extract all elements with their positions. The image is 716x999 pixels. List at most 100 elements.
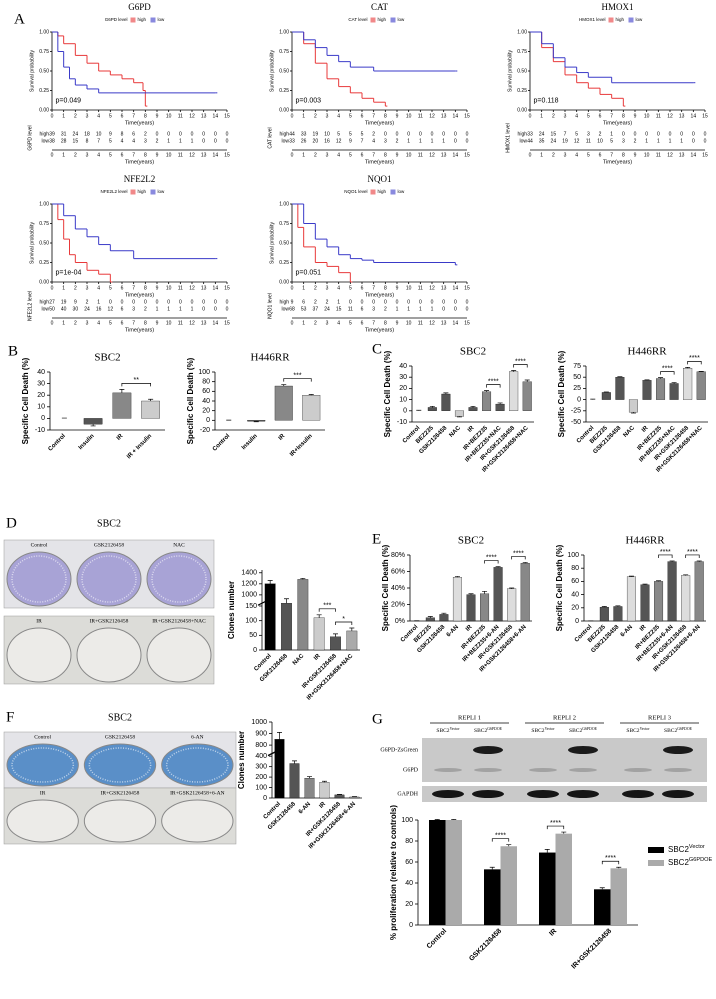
table-x-tick-label: 13 [441, 320, 447, 326]
table-cell: 1 [610, 131, 613, 137]
table-cell: 5 [361, 131, 364, 137]
table-cell: 0 [442, 306, 445, 312]
y-axis-title: Survival probability [507, 50, 513, 92]
table-cell: 2 [599, 131, 602, 137]
chart-title: H446RR [250, 352, 290, 364]
table-cell: 24 [73, 131, 79, 137]
colonies [81, 555, 137, 603]
x-tick-label: NAC [292, 653, 306, 667]
error-bar [599, 887, 605, 890]
sig-bracket [685, 554, 700, 558]
y-tick-label: 900 [255, 730, 267, 737]
error-bar [671, 382, 677, 384]
table-cell: 24 [84, 306, 90, 312]
legend-title: HMOX1 level [579, 17, 606, 22]
x-tick-label: 10 [406, 285, 412, 291]
table-cell: 1 [167, 138, 170, 144]
table-cell: 31 [61, 131, 67, 137]
band [474, 768, 502, 772]
error-bar [451, 819, 457, 820]
bar [468, 407, 478, 411]
table-cell: 0 [226, 138, 229, 144]
table-x-tick-label: 0 [291, 320, 294, 326]
chart-title: NFE2L2 [124, 174, 156, 184]
table-cell: 0 [156, 299, 159, 305]
error-bar [119, 389, 125, 393]
table-x-tick-label: 4 [97, 152, 100, 158]
x-tick-label: 2 [314, 285, 317, 291]
x-axis-title: Time(years) [125, 120, 154, 126]
x-tick-label: 0 [291, 285, 294, 291]
error-bar [685, 366, 691, 369]
bar [484, 869, 501, 925]
table-x-tick-label: 11 [418, 320, 423, 326]
table-x-tick-label: 12 [667, 152, 673, 158]
x-tick-label: 4 [575, 113, 578, 119]
x-tick-label: 10 [166, 285, 172, 291]
error-bar [267, 580, 273, 584]
legend-label: high [616, 17, 625, 22]
y-axis-title: Specific Cell Death (%) [383, 350, 392, 437]
table-cell: 0 [384, 131, 387, 137]
table-cell: 1 [431, 306, 434, 312]
bar [640, 584, 650, 622]
y-axis-title: Specific Cell Death (%) [21, 357, 30, 444]
table-cell: 20 [313, 138, 319, 144]
table-cell: 18 [84, 131, 90, 137]
table-cell: 0 [419, 299, 422, 305]
table-cell: 0 [622, 131, 625, 137]
chart-title: NQO1 [368, 174, 392, 184]
sig-label: **** [495, 833, 506, 840]
bar [112, 392, 132, 419]
y-tick-label: 40 [202, 398, 210, 405]
y-tick-label: 80% [391, 552, 405, 559]
error-bar [441, 612, 447, 615]
table-cell: 11 [586, 138, 591, 144]
table-x-tick-label: 6 [121, 320, 124, 326]
table-x-tick-label: 11 [418, 152, 423, 158]
error-bar [511, 370, 517, 372]
panel-label: E [372, 531, 381, 547]
table-cell: 0 [384, 299, 387, 305]
x-tick-label: NAC [623, 425, 637, 439]
bar [427, 407, 437, 411]
label: SBC2G6PDOE [569, 727, 598, 734]
table-cell: 0 [191, 299, 194, 305]
error-bar [427, 616, 433, 618]
error-bar [669, 560, 675, 562]
bar [601, 392, 611, 400]
table-cell: 0 [156, 131, 159, 137]
y-tick-label: 50 [573, 374, 581, 381]
table-cell: 10 [324, 131, 330, 137]
table-x-tick-label: 0 [291, 152, 294, 158]
table-x-tick-label: 9 [396, 320, 399, 326]
x-tick-label: 9 [396, 285, 399, 291]
table-cell: 0 [692, 138, 695, 144]
bar [610, 868, 627, 925]
table-cell: 0 [645, 131, 648, 137]
table-cell: 5 [337, 131, 340, 137]
legend-title: CAT level [348, 17, 367, 22]
table-cell: 0 [121, 299, 124, 305]
error-bar [482, 590, 488, 594]
x-tick-label: 11 [656, 113, 661, 119]
table-cell: 0 [657, 131, 660, 137]
bar [615, 377, 625, 400]
table-x-tick-label: 0 [51, 320, 54, 326]
table-cell: 0 [466, 138, 469, 144]
x-tick-label: 10 [644, 113, 650, 119]
band [527, 790, 559, 798]
bar [454, 410, 464, 417]
bar [669, 383, 679, 400]
label-base: SBC2 [569, 728, 582, 734]
y-tick-label: 0.50 [517, 68, 527, 74]
x-tick-label: IR [465, 624, 474, 633]
legend-swatch [370, 189, 376, 195]
p-value: p=0.118 [534, 97, 559, 104]
table-cell: 0 [396, 299, 399, 305]
table-cell: 24 [324, 306, 330, 312]
table-x-title: Time(years) [125, 159, 154, 165]
table-cell: 0 [109, 299, 112, 305]
table-x-tick-label: 10 [406, 152, 412, 158]
